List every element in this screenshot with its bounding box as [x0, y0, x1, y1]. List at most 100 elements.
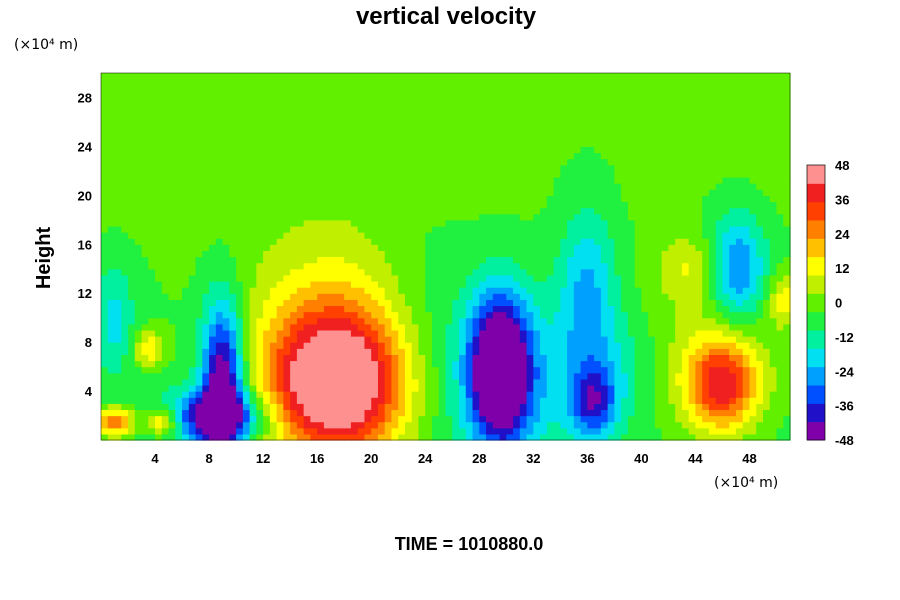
heatmap-cell [634, 421, 642, 429]
heatmap-cell [580, 280, 588, 288]
heatmap-cell [661, 354, 670, 362]
heatmap-cell [276, 397, 284, 404]
heatmap-cell [134, 415, 143, 423]
heatmap-cell [364, 164, 372, 172]
heatmap-cell [553, 262, 561, 270]
heatmap-cell [445, 256, 453, 264]
heatmap-cell [573, 366, 582, 374]
heatmap-cell [641, 189, 649, 196]
heatmap-cell [573, 225, 582, 233]
heatmap-cell [567, 158, 575, 166]
heatmap-cell [513, 287, 521, 294]
heatmap-cell [391, 164, 399, 172]
heatmap-cell [452, 342, 460, 349]
heatmap-cell [472, 293, 480, 300]
heatmap-cell [729, 207, 737, 215]
heatmap-cell [607, 158, 615, 166]
heatmap-cell [242, 213, 251, 221]
heatmap-cell [735, 256, 744, 264]
heatmap-cell [661, 183, 670, 190]
heatmap-cell [479, 415, 487, 423]
heatmap-cell [614, 421, 622, 429]
heatmap-cell [431, 268, 440, 276]
heatmap-cell [391, 183, 399, 190]
heatmap-cell [391, 189, 399, 196]
heatmap-cell [215, 274, 224, 282]
heatmap-cell [702, 183, 710, 190]
heatmap-cell [425, 201, 433, 209]
heatmap-cell [472, 183, 480, 190]
heatmap-cell [756, 207, 764, 215]
heatmap-cell [242, 152, 251, 160]
heatmap-cell [330, 201, 339, 209]
heatmap-cell [202, 213, 210, 221]
heatmap-cell [499, 403, 507, 411]
heatmap-cell [499, 280, 507, 288]
heatmap-cell [317, 225, 325, 233]
heatmap-cell [161, 274, 170, 282]
heatmap-cell [641, 415, 649, 423]
heatmap-cell [391, 152, 399, 160]
heatmap-cell [425, 329, 433, 337]
heatmap-cell [499, 152, 507, 160]
heatmap-cell [783, 213, 791, 221]
heatmap-cell [182, 195, 190, 203]
heatmap-cell [695, 329, 703, 337]
heatmap-cell [533, 323, 541, 331]
heatmap-cell [290, 397, 298, 404]
heatmap-cell [735, 280, 744, 288]
heatmap-cell [431, 323, 440, 331]
heatmap-cell [600, 244, 609, 251]
heatmap-cell [263, 176, 271, 184]
heatmap-cell [391, 219, 399, 227]
heatmap-cell [641, 183, 649, 190]
heatmap-cell [526, 299, 534, 307]
heatmap-cell [661, 403, 670, 411]
heatmap-cell [236, 378, 244, 386]
heatmap-cell [438, 293, 447, 300]
heatmap-cell [168, 415, 176, 423]
heatmap-cell [675, 213, 683, 221]
heatmap-cell [729, 372, 737, 380]
heatmap-cell [688, 433, 697, 441]
heatmap-cell [276, 238, 284, 245]
heatmap-cell [364, 213, 372, 221]
heatmap-cell [587, 250, 595, 258]
heatmap-cell [567, 268, 575, 276]
heatmap-cell [560, 213, 568, 221]
heatmap-cell [222, 256, 230, 264]
heatmap-cell [330, 250, 339, 258]
heatmap-cell [742, 256, 751, 264]
heatmap-cell [695, 146, 703, 154]
heatmap-cell [465, 293, 474, 300]
heatmap-cell [695, 384, 703, 392]
heatmap-cell [438, 140, 447, 147]
heatmap-cell [323, 372, 332, 380]
heatmap-cell [756, 421, 764, 429]
heatmap-cell [594, 348, 602, 355]
heatmap-cell [431, 317, 440, 325]
heatmap-cell [681, 183, 690, 190]
heatmap-cell [722, 274, 730, 282]
heatmap-cell [350, 213, 359, 221]
heatmap-cell [519, 372, 528, 380]
heatmap-cell [560, 348, 568, 355]
heatmap-cell [769, 280, 778, 288]
heatmap-cell [580, 140, 588, 147]
heatmap-cell [148, 183, 156, 190]
heatmap-cell [229, 372, 237, 380]
heatmap-cell [614, 305, 622, 313]
heatmap-cell [377, 348, 386, 355]
heatmap-cell [567, 403, 575, 411]
heatmap-cell [627, 311, 636, 319]
heatmap-cell [675, 336, 683, 343]
heatmap-cell [276, 433, 284, 441]
heatmap-cell [141, 354, 149, 362]
heatmap-cell [128, 299, 136, 307]
heatmap-cell [587, 170, 595, 178]
heatmap-cell [735, 268, 744, 276]
heatmap-cell [438, 403, 447, 411]
heatmap-cell [431, 158, 440, 166]
heatmap-cell [546, 323, 555, 331]
heatmap-cell [459, 164, 467, 172]
